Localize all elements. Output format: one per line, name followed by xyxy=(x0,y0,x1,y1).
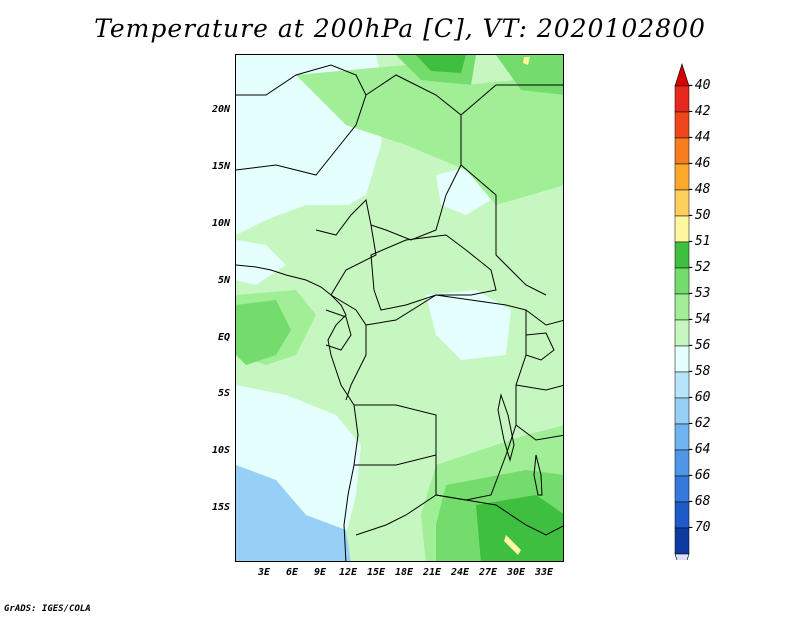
map-title: Temperature at 200hPa [C], VT: 202010280… xyxy=(94,14,706,43)
colorbar-label: -54 xyxy=(687,312,711,327)
border-sudan xyxy=(460,84,563,296)
colorbar xyxy=(674,63,690,560)
colorbar-label: -53 xyxy=(687,286,711,301)
colorbar-label: -62 xyxy=(687,416,711,431)
colorbar-label: -52 xyxy=(687,260,711,275)
x-tick-label: 21E xyxy=(422,567,442,578)
x-tick-label: 27E xyxy=(478,567,498,578)
colorbar-label: -64 xyxy=(687,442,711,457)
border-congo xyxy=(330,294,367,401)
y-tick-label: 10S xyxy=(211,445,230,456)
map-panel xyxy=(235,54,564,562)
x-tick-label: 12E xyxy=(338,567,358,578)
lake-victoria xyxy=(525,332,555,361)
y-tick-label: 20N xyxy=(211,104,230,115)
field-yellow-spot-north xyxy=(523,57,530,65)
colorbar-label: -60 xyxy=(687,390,711,405)
colorbar-label: -56 xyxy=(687,338,711,353)
y-tick-label: 15S xyxy=(211,502,230,513)
border-car xyxy=(370,234,497,311)
colorbar-label: -44 xyxy=(687,130,711,145)
field-darkgreen-southeast xyxy=(476,495,563,561)
colorbar-bottom-arrow xyxy=(674,553,690,560)
border-cameroon xyxy=(315,198,377,296)
x-tick-label: 15E xyxy=(366,567,386,578)
colorbar-label: -40 xyxy=(687,78,711,93)
lake-malawi xyxy=(533,454,543,496)
field-green-west-dark xyxy=(236,300,291,365)
colorbar-label: -50 xyxy=(687,208,711,223)
y-tick-label: 10N xyxy=(211,218,230,229)
field-pale-central xyxy=(426,290,511,360)
colorbar-label: -68 xyxy=(687,494,711,509)
field-pale-west-coast xyxy=(236,240,286,285)
y-tick-label: EQ xyxy=(217,332,230,343)
x-tick-label: 18E xyxy=(394,567,414,578)
lake-tanganyika xyxy=(497,393,515,462)
map-canvas xyxy=(236,55,563,561)
border-chad xyxy=(365,74,462,241)
field-yellow-spot-south xyxy=(504,535,521,555)
field-green-north xyxy=(296,65,563,205)
x-tick-label: 6E xyxy=(285,567,299,578)
field-blue-southwest xyxy=(236,465,351,561)
border-east-africa xyxy=(515,309,563,441)
y-tick-label: 5S xyxy=(217,388,230,399)
colorbar-label: -51 xyxy=(687,234,711,249)
colorbar-label: -70 xyxy=(687,520,711,535)
colorbar-label: -58 xyxy=(687,364,711,379)
x-tick-label: 33E xyxy=(534,567,554,578)
border-gabon xyxy=(325,309,352,351)
colorbar-label: -48 xyxy=(687,182,711,197)
colorbar-label: -42 xyxy=(687,104,711,119)
x-tick-label: 3E xyxy=(257,567,271,578)
x-tick-label: 30E xyxy=(506,567,526,578)
y-tick-label: 15N xyxy=(211,161,230,172)
x-tick-label: 9E xyxy=(313,567,327,578)
colorbar-label: -46 xyxy=(687,156,711,171)
field-darkgreen-north xyxy=(416,55,466,73)
x-tick-label: 24E xyxy=(450,567,470,578)
colorbar-label: -66 xyxy=(687,468,711,483)
y-tick-label: 5N xyxy=(217,275,230,286)
border-zambia xyxy=(435,494,563,536)
footer-credit: GrADS: IGES/COLA xyxy=(4,604,91,614)
